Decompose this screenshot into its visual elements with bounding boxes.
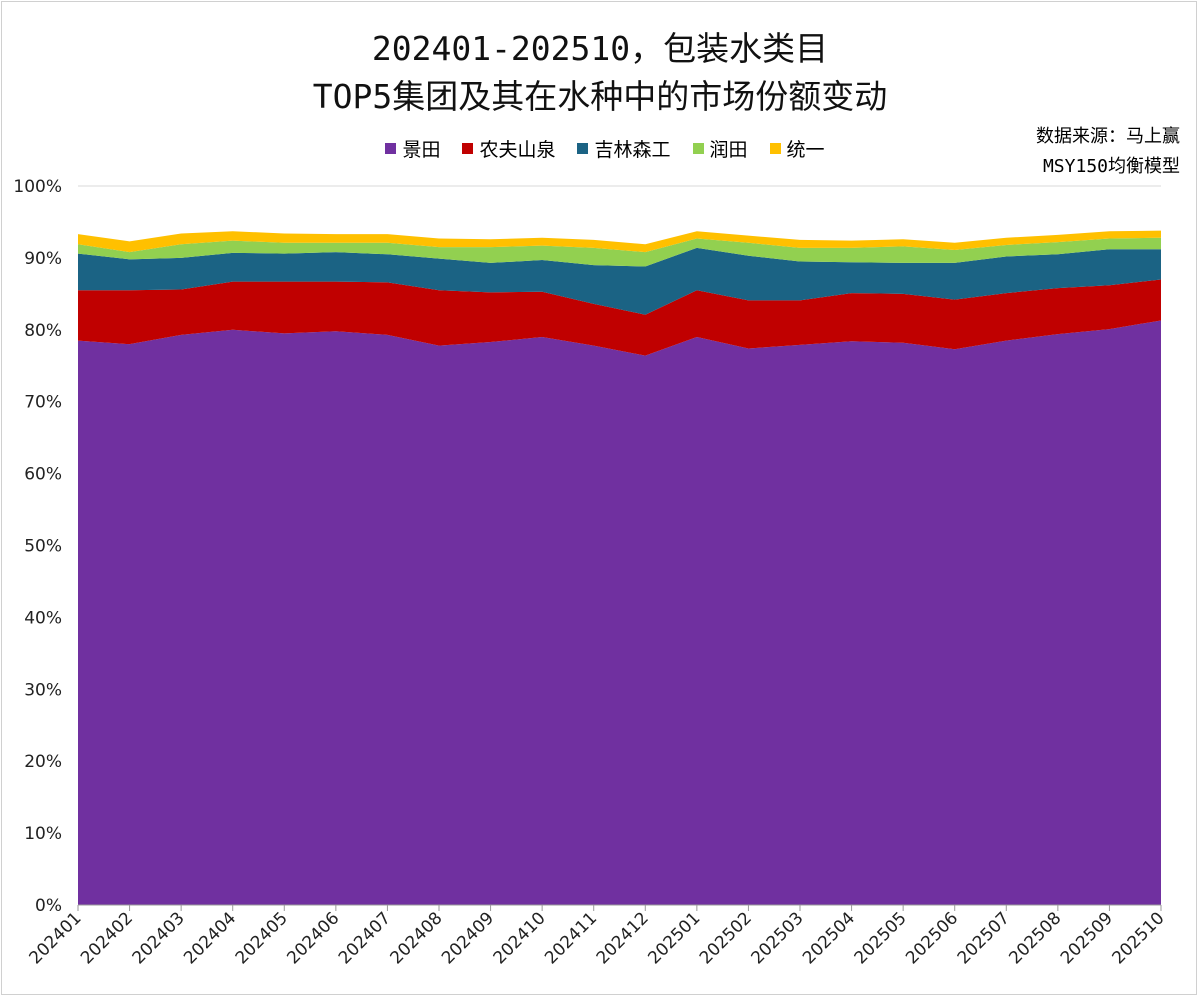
area-series-4 [78,237,1161,267]
legend-label: 景田 [402,139,441,161]
y-tick-label: 10% [24,824,62,844]
x-tick-label: 202409 [438,908,498,968]
legend-item: 农夫山泉 [462,135,555,162]
legend-swatch [769,143,781,154]
x-tick-label: 202406 [283,908,343,968]
y-tick-label: 90% [24,249,62,269]
x-tick-label: 202408 [386,908,446,968]
x-tick-label: 202507 [954,908,1014,968]
x-tick-label: 202407 [335,908,395,968]
legend-label: 吉林森工 [594,139,671,161]
x-tick-label: 202506 [902,908,962,968]
legend-item: 润田 [692,135,748,162]
y-tick-label: 0% [35,896,62,916]
x-tick-label: 202505 [851,908,911,968]
x-tick-label: 202403 [129,908,189,968]
legend-swatch [462,143,474,154]
area-series-3 [78,247,1161,315]
y-tick-label: 60% [24,465,62,485]
x-tick-label: 202410 [490,908,550,968]
y-tick-label: 20% [24,752,62,772]
legend-label: 润田 [709,139,748,161]
y-tick-label: 50% [24,537,62,557]
x-tick-label: 202509 [1057,908,1117,968]
x-tick-label: 202501 [644,908,704,968]
x-tick-label: 202504 [799,908,859,968]
x-tick-label: 202510 [1108,908,1168,968]
y-tick-label: 40% [24,608,62,628]
legend-item: 统一 [769,135,825,162]
source-line-1: 数据来源：马上赢 [1036,126,1180,147]
area-series-5 [78,230,1161,253]
source-line-2: MSY150均衡模型 [1042,156,1180,177]
legend-label: 农夫山泉 [479,139,556,161]
x-tick-label: 202502 [696,908,756,968]
x-tick-label: 202411 [541,908,601,968]
legend-label: 统一 [786,139,825,161]
chart-title-line2: TOP5集团及其在水种中的市场份额变动 [312,77,888,116]
chart-legend: 景田 农夫山泉 吉林森工 润田 统一 [0,135,1200,162]
legend-swatch [577,143,589,154]
x-tick-label: 202508 [1005,908,1065,968]
area-series-2 [78,279,1161,356]
x-tick-label: 202402 [77,908,137,968]
x-tick-label: 202401 [25,908,85,968]
x-tick-label: 202503 [747,908,807,968]
area-series-1 [78,320,1161,905]
y-tick-label: 100% [13,177,62,197]
y-tick-label: 70% [24,393,62,413]
legend-item: 景田 [385,135,440,162]
chart-title-line1: 202401-202510，包装水类目 [371,29,829,68]
data-source-note: 数据来源：马上赢 MSY150均衡模型 [1036,122,1180,182]
y-tick-label: 80% [24,321,62,341]
x-tick-label: 202405 [232,908,292,968]
x-tick-label: 202404 [180,908,240,968]
y-tick-label: 30% [24,680,62,700]
legend-swatch [385,143,397,154]
x-tick-label: 202412 [593,908,653,968]
legend-swatch [692,143,704,154]
legend-item: 吉林森工 [577,135,671,162]
